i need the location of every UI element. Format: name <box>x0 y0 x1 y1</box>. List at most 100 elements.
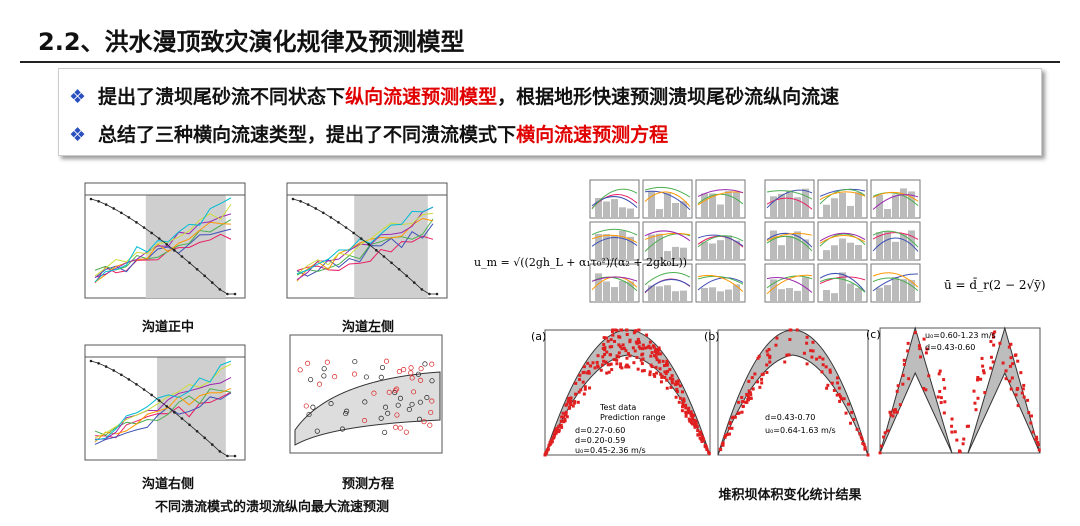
test-point <box>547 443 551 447</box>
test-point <box>1031 430 1035 434</box>
data-point <box>397 425 403 431</box>
caption: 沟道正中 <box>141 320 195 335</box>
test-point <box>718 447 722 451</box>
mini-bar <box>725 289 732 302</box>
data-point <box>362 418 368 424</box>
test-point <box>828 370 832 374</box>
series-line <box>94 363 232 439</box>
test-point <box>1009 387 1013 391</box>
test-point <box>674 382 678 386</box>
test-point <box>795 328 799 332</box>
mini-curve <box>644 279 691 293</box>
test-point <box>553 429 557 433</box>
test-point <box>608 353 612 357</box>
test-point <box>805 341 809 345</box>
test-point <box>654 347 658 351</box>
test-point <box>556 425 560 429</box>
test-point <box>727 432 731 436</box>
test-point <box>753 372 757 376</box>
test-point <box>577 390 581 394</box>
data-point <box>415 371 421 377</box>
series-line <box>94 203 232 277</box>
mini-bar <box>900 279 907 302</box>
test-point <box>585 371 589 375</box>
mini-bar <box>908 191 915 218</box>
test-point <box>602 359 606 363</box>
test-point <box>727 426 731 430</box>
mini-curve <box>766 232 813 242</box>
test-point <box>922 386 926 390</box>
test-point <box>648 370 652 374</box>
test-point <box>842 397 846 401</box>
test-point <box>760 377 764 381</box>
test-point <box>633 349 637 353</box>
test-point <box>610 330 614 334</box>
mini-bar <box>611 287 618 302</box>
test-point <box>788 328 792 332</box>
test-point <box>783 360 787 364</box>
mini-bar <box>627 236 634 260</box>
test-point <box>587 371 591 375</box>
data-point <box>416 416 423 422</box>
mini-curve <box>872 277 919 292</box>
test-point <box>850 411 854 415</box>
mini-curve <box>766 190 813 200</box>
test-point <box>809 349 813 353</box>
test-point <box>550 440 554 444</box>
test-point <box>595 360 599 364</box>
test-point <box>927 374 931 378</box>
height-line <box>292 198 437 295</box>
series-line <box>94 376 232 440</box>
test-point <box>576 400 580 404</box>
mini-bar <box>770 279 777 302</box>
data-point <box>383 358 390 364</box>
mini-bar <box>823 250 830 260</box>
test-point <box>1036 441 1040 445</box>
test-point <box>1008 364 1012 368</box>
test-point <box>666 369 670 373</box>
data-point <box>303 403 309 409</box>
mini-bar <box>733 240 740 260</box>
test-point <box>962 437 966 441</box>
mini-bar <box>664 193 671 218</box>
test-point <box>737 411 741 415</box>
test-point <box>659 352 663 356</box>
prediction-range <box>879 326 1041 454</box>
test-point <box>859 435 863 439</box>
test-point <box>607 363 611 367</box>
test-point <box>846 402 850 406</box>
data-point <box>409 375 415 381</box>
test-point <box>907 377 911 381</box>
mini-bar <box>839 272 846 302</box>
test-point <box>693 425 697 429</box>
data-point <box>429 361 435 367</box>
test-point <box>655 358 659 362</box>
data-point <box>297 367 303 373</box>
bullet-highlight: 横向流速预测方程 <box>516 124 669 146</box>
test-point <box>665 386 669 390</box>
mini-curve <box>591 196 638 208</box>
test-point <box>765 349 769 353</box>
mini-bar <box>664 285 671 302</box>
test-point <box>830 381 834 385</box>
test-point <box>882 435 886 439</box>
mini-curve <box>644 230 691 242</box>
test-point <box>624 349 628 353</box>
formula: ū = d̄_r(2 − 2√ȳ) <box>944 278 1046 292</box>
test-point <box>650 351 654 355</box>
test-point <box>568 406 572 410</box>
test-point <box>950 424 954 428</box>
caption: 不同溃流模式的溃坝流纵向最大流速预测 <box>154 500 390 515</box>
mini-bar <box>823 204 830 218</box>
test-point <box>554 431 558 435</box>
mini-curve <box>644 191 691 207</box>
test-point <box>1030 414 1034 418</box>
test-point <box>901 373 905 377</box>
test-point <box>654 365 658 369</box>
test-point <box>826 383 830 387</box>
mini-curve <box>644 186 691 198</box>
mini-curve <box>591 234 638 244</box>
data-point <box>429 398 435 404</box>
test-point <box>705 448 709 452</box>
mini-curve <box>872 237 919 252</box>
